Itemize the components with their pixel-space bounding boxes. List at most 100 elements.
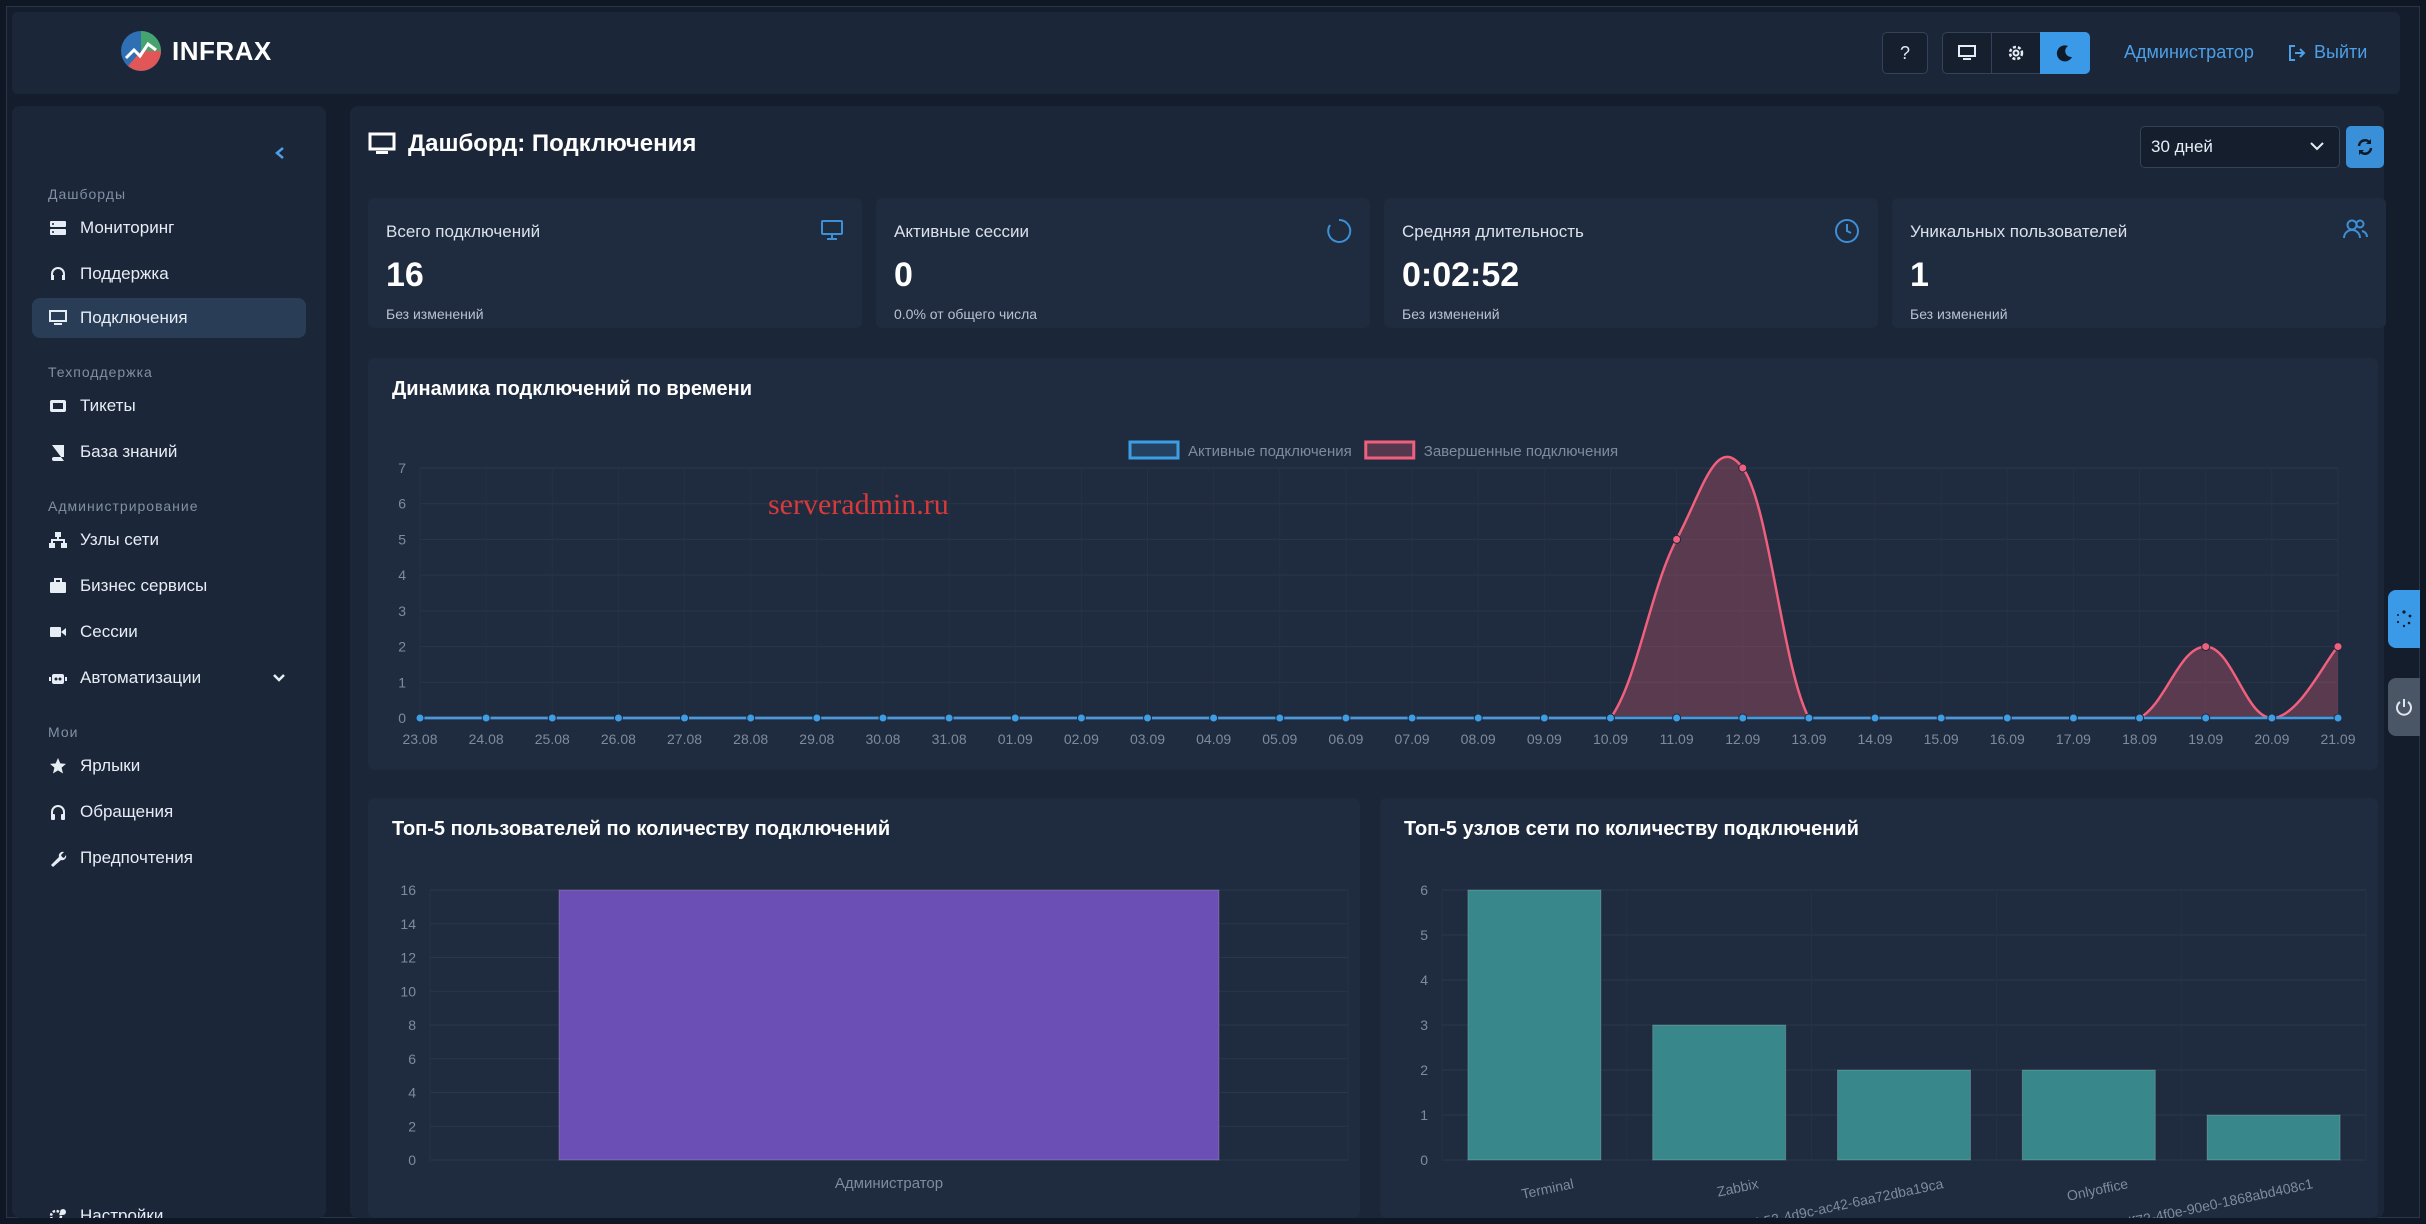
data-point-active	[878, 713, 888, 723]
data-point-active	[1407, 713, 1417, 723]
x-tick-label: 19.09	[2188, 731, 2223, 747]
stat-sub: Без изменений	[1402, 306, 1500, 322]
legend-swatch	[1364, 440, 1416, 460]
sidebar-item-tickets[interactable]: Тикеты	[32, 386, 306, 426]
logout-link[interactable]: Выйти	[2288, 42, 2367, 63]
data-point-active	[2333, 713, 2343, 723]
sidebar-item-business-services[interactable]: Бизнес сервисы	[32, 566, 306, 606]
top-nodes-panel: Топ-5 узлов сети по количеству подключен…	[1380, 798, 2378, 1218]
y-tick-label: 10	[400, 983, 416, 999]
x-tick-label: 29.08	[799, 731, 834, 747]
monitor-icon	[368, 132, 396, 154]
spinner-icon	[1326, 218, 1352, 249]
side-loader-tab[interactable]	[2388, 590, 2420, 648]
x-tick-label: 03.09	[1130, 731, 1165, 747]
chevron-down-icon	[2309, 137, 2325, 157]
data-point-active	[415, 713, 425, 723]
sidebar-item-label: Подключения	[80, 308, 188, 327]
x-tick-label: 01.09	[998, 731, 1033, 747]
data-point-active	[547, 713, 557, 723]
logo-icon	[121, 31, 161, 71]
robot-icon	[48, 668, 68, 688]
wrench-icon	[48, 848, 68, 868]
chevron-down-icon[interactable]	[272, 668, 286, 688]
period-select[interactable]: 30 дней	[2140, 126, 2340, 168]
connections-time-chart: 0 1 2 3 4 5 6 7 23.08 24.08 25.08 26.08 27.08 28.08 29…	[398, 440, 2356, 747]
monitor-icon	[820, 218, 844, 247]
sidebar-item-sessions[interactable]: Сессии	[32, 612, 306, 652]
x-tick-label: 04.09	[1196, 731, 1231, 747]
gears-icon	[48, 1206, 68, 1218]
data-point-active	[1539, 713, 1549, 723]
top-users-panel: Топ-5 пользователей по количеству подклю…	[368, 798, 1360, 1218]
sidebar-item-support[interactable]: Поддержка	[32, 254, 306, 294]
logo[interactable]: INFRAX	[120, 30, 272, 72]
stat-sub: 0.0% от общего числа	[894, 306, 1038, 322]
server-icon	[48, 218, 68, 238]
chart-title: Динамика подключений по времени	[392, 378, 753, 400]
series-line-completed	[420, 455, 2339, 720]
side-power-tab[interactable]	[2388, 678, 2420, 736]
settings-theme-button[interactable]	[1991, 32, 2041, 74]
sidebar-item-settings[interactable]: Настройки	[32, 1196, 306, 1218]
y-tick-label: 8	[408, 1017, 416, 1033]
help-button[interactable]: ?	[1882, 32, 1928, 74]
sidebar-item-automations[interactable]: Автоматизации	[32, 658, 306, 698]
data-point-active	[680, 713, 690, 723]
stat-value: 16	[386, 256, 424, 294]
y-tick-label: 4	[398, 567, 406, 583]
sidebar-item-label: Узлы сети	[80, 530, 159, 549]
user-link[interactable]: Администратор	[2124, 42, 2254, 62]
x-tick-label: Администратор	[835, 1175, 943, 1192]
sidebar-item-label: Бизнес сервисы	[80, 576, 208, 595]
x-tick-label: 08.09	[1461, 731, 1496, 747]
headphones-icon	[48, 802, 68, 822]
legend-swatch	[1128, 440, 1180, 460]
sidebar-item-network-nodes[interactable]: Узлы сети	[32, 520, 306, 560]
y-tick-label: 0	[408, 1152, 416, 1168]
monitor-icon	[48, 308, 68, 328]
bar	[1836, 1069, 1972, 1161]
data-point-active	[812, 713, 822, 723]
refresh-icon	[2357, 139, 2373, 155]
bar	[2206, 1114, 2341, 1161]
stat-card-users: Уникальных пользователей 1 Без изменений	[1892, 198, 2386, 328]
stat-sub: Без изменений	[1910, 306, 2008, 322]
sidebar-item-shortcuts[interactable]: Ярлыки	[32, 746, 306, 786]
sidebar-item-connections[interactable]: Подключения	[32, 298, 306, 338]
bar	[1652, 1024, 1787, 1161]
x-tick-label: 02.09	[1064, 731, 1099, 747]
x-tick-label: 31.08	[932, 731, 967, 747]
stat-value: 0:02:52	[1402, 256, 1520, 294]
stat-card-active: Активные сессии 0 0.0% от общего числа	[876, 198, 1370, 328]
section-dashboards: Дашборды	[48, 186, 126, 202]
data-point-completed	[2333, 642, 2343, 652]
x-tick-label: 20.09	[2254, 731, 2289, 747]
sidebar-item-preferences[interactable]: Предпочтения	[32, 838, 306, 878]
sidebar-item-label: Тикеты	[80, 396, 136, 415]
y-tick-label: 5	[398, 531, 406, 547]
sidebar-item-label: Поддержка	[80, 264, 169, 283]
x-tick-label: 12.09	[1725, 731, 1760, 747]
sidebar-item-requests[interactable]: Обращения	[32, 792, 306, 832]
dark-theme-button[interactable]	[2040, 32, 2090, 74]
ticket-icon	[48, 396, 68, 416]
data-point-active	[1209, 713, 1219, 723]
page-title-text: Дашборд: Подключения	[408, 130, 697, 157]
data-point-active	[1473, 713, 1483, 723]
top-bar: INFRAX ? Администратор Выйти	[12, 12, 2400, 94]
collapse-sidebar-button[interactable]	[274, 144, 286, 165]
chart-title: Топ-5 пользователей по количеству подклю…	[392, 818, 891, 840]
x-tick-label: 30.08	[865, 731, 900, 747]
x-tick-label: 10.09	[1593, 731, 1628, 747]
x-tick-label: 14.09	[1858, 731, 1893, 747]
moon-icon	[2056, 45, 2072, 62]
sidebar-item-monitoring[interactable]: Мониторинг	[32, 208, 306, 248]
x-tick-label: 28.08	[733, 731, 768, 747]
sidebar-item-knowledge-base[interactable]: База знаний	[32, 432, 306, 472]
briefcase-icon	[48, 576, 68, 596]
refresh-button[interactable]	[2346, 126, 2384, 168]
watermark: serveradmin.ru	[768, 488, 949, 521]
monitor-theme-button[interactable]	[1942, 32, 1992, 74]
